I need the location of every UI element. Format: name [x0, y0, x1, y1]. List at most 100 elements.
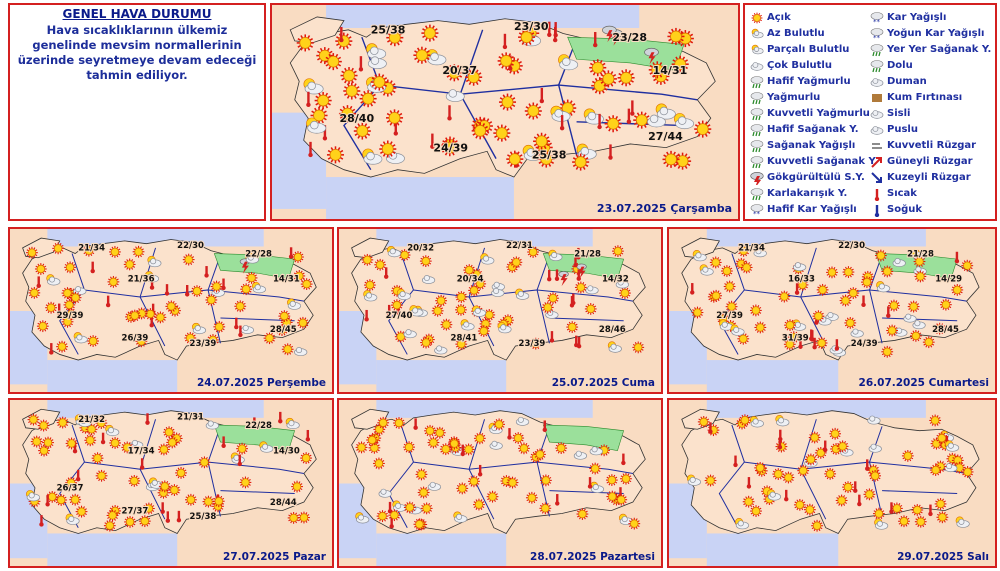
cloud-icon	[850, 328, 864, 338]
temperature-label: 21/36	[128, 275, 155, 285]
black-sea	[47, 400, 264, 418]
sun-icon	[648, 61, 666, 79]
hot-thermometer-icon	[690, 283, 695, 295]
temperature-label: 20/34	[457, 275, 484, 285]
sun-icon	[45, 301, 57, 314]
legend-label: Açık	[767, 12, 791, 23]
sun-icon	[338, 105, 356, 123]
sun-icon	[498, 93, 517, 111]
sun-icon	[69, 291, 82, 304]
sun-icon	[839, 294, 852, 307]
hot-thermometer-icon	[733, 455, 738, 468]
sun-icon	[739, 414, 751, 427]
sun-icon	[263, 332, 276, 345]
sun-icon	[525, 491, 538, 504]
sun-icon	[456, 482, 469, 495]
temperature-label: 22/30	[838, 241, 865, 251]
cloud-icon	[573, 450, 588, 460]
sun-icon	[534, 448, 546, 461]
temperature-label: 28/45	[932, 325, 959, 335]
sun-icon	[589, 462, 602, 475]
hot-thermometer-icon	[954, 251, 960, 264]
south-wind-arrow-icon	[871, 156, 882, 168]
sun-cloud-icon	[306, 117, 327, 134]
hot-thermometer-icon	[861, 295, 866, 308]
sun-icon	[34, 263, 47, 275]
sun-icon	[182, 253, 195, 266]
sun-cloud-icon	[751, 44, 764, 54]
sun-cloud-icon	[396, 288, 411, 301]
temperature-label: 21/32	[78, 415, 105, 425]
sun-small-cloud-icon	[751, 28, 764, 38]
cloud-icon	[892, 258, 906, 268]
sun-icon	[783, 338, 796, 351]
sun-icon	[584, 303, 597, 315]
hot-thermometer-icon	[576, 269, 581, 281]
cloud-icon	[445, 89, 465, 102]
strong-wind-icon	[872, 142, 882, 149]
light-snow-icon: **	[750, 203, 764, 217]
sun-icon	[914, 515, 927, 528]
sun-icon	[163, 426, 175, 439]
hot-thermometer-icon	[549, 331, 555, 343]
region-border	[800, 419, 817, 470]
hot-thermometer-icon	[812, 337, 817, 350]
temperature-label: 24/39	[433, 141, 468, 154]
sun-icon	[353, 122, 371, 140]
sun-icon	[123, 258, 136, 271]
sun-icon	[343, 82, 361, 100]
sun-cloud-icon	[472, 305, 487, 317]
legend-item: ** Yoğun Kar Yağışlı	[870, 26, 984, 41]
temperature-label: 27/39	[716, 311, 743, 321]
sun-icon	[373, 423, 386, 436]
hot-thermometer-icon	[430, 133, 435, 149]
region-border	[220, 490, 295, 494]
black-sea	[47, 229, 264, 247]
hot-thermometer-icon	[853, 481, 858, 493]
sun-cloud-icon	[147, 255, 162, 268]
temperature-label: 17/34	[128, 447, 155, 457]
sun-icon	[874, 249, 887, 262]
sun-icon	[52, 242, 65, 255]
sun-icon	[56, 340, 68, 353]
sun-icon	[572, 153, 590, 171]
sun-icon	[524, 102, 542, 120]
sun-icon	[814, 446, 827, 459]
turkey-map	[339, 400, 661, 566]
sun-icon	[829, 427, 842, 440]
sun-icon	[366, 434, 379, 446]
sun-cloud-icon	[355, 512, 370, 524]
sun-icon	[240, 283, 253, 296]
cloud-icon	[427, 481, 442, 491]
sun-icon	[154, 311, 167, 324]
hot-thermometer-icon	[573, 255, 578, 268]
sun-cloud-icon	[25, 490, 40, 502]
temperature-label: 28/46	[599, 325, 626, 335]
map-panel-27-07: 21/32 21/31 22/28 17/34 14/30 26/37 28/44 27/37…	[8, 398, 334, 568]
sun-icon	[166, 436, 179, 449]
legend-label: Az Bulutlu	[767, 28, 825, 39]
sun-icon	[772, 468, 785, 480]
hot-thermometer-icon	[621, 453, 626, 466]
sun-icon	[737, 244, 750, 257]
map-date-label: 28.07.2025 Pazartesi	[530, 551, 655, 563]
sun-icon	[620, 472, 632, 485]
hot-thermometer-icon	[626, 108, 632, 124]
sun-cloud-icon	[252, 281, 267, 294]
thrace-land	[22, 408, 61, 430]
sun-icon	[468, 475, 480, 488]
sun-icon	[413, 518, 426, 531]
sun-cloud-icon	[285, 417, 300, 430]
legend-label: Sıcak	[887, 188, 917, 199]
sun-cloud-icon	[735, 518, 750, 530]
sun-icon	[427, 436, 440, 449]
legend-label: Yer Yer Sağanak Y.	[887, 44, 992, 55]
sun-icon	[911, 504, 924, 516]
temperature-label: 22/31	[506, 241, 533, 251]
turkey-map: 21/32 21/31 22/28 17/34 14/30 26/37 28/44 27/37…	[10, 400, 332, 566]
region-border	[537, 289, 634, 302]
sun-icon	[612, 245, 624, 258]
temperature-label: 22/28	[245, 421, 272, 431]
hot-thermometer-icon	[237, 454, 242, 467]
sun-cloud-icon	[699, 264, 714, 276]
